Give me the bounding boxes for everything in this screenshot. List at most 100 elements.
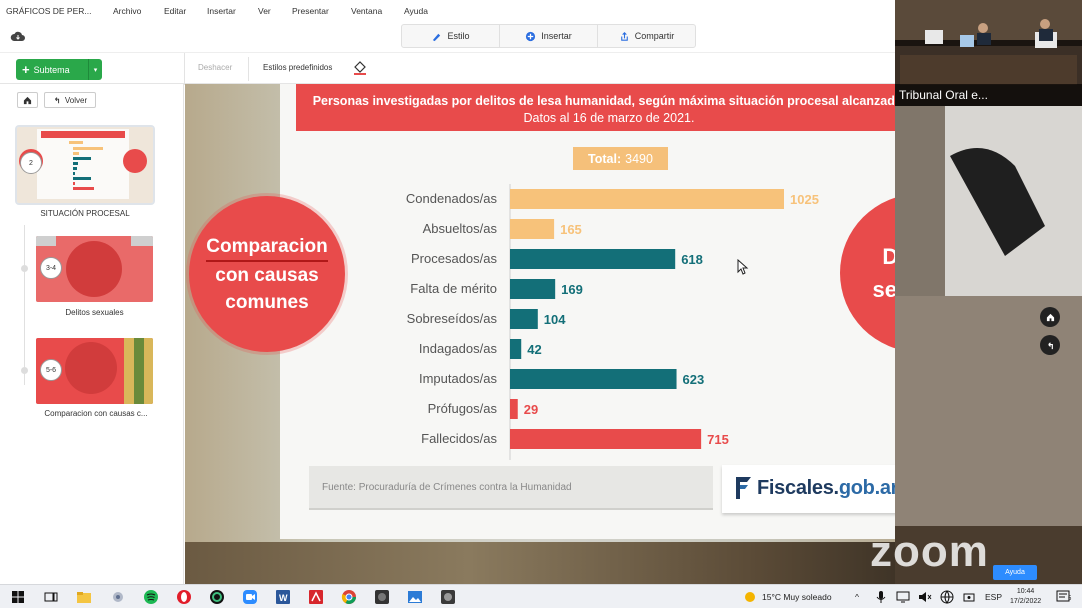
- value-label: 169: [561, 282, 583, 297]
- chevron-down-icon[interactable]: ▾: [88, 59, 102, 80]
- category-label: Absueltos/as: [423, 221, 498, 236]
- category-label: Indagados/as: [419, 341, 498, 356]
- slide-label: SITUACIÓN PROCESAL: [40, 209, 130, 218]
- fiscales-logo: Fiscales.gob.ar: [722, 465, 895, 513]
- category-label: Sobreseídos/as: [407, 311, 498, 326]
- notifications-icon[interactable]: [1055, 589, 1071, 605]
- plus-icon: +: [22, 62, 30, 77]
- total-badge: Total: 3490: [573, 147, 668, 170]
- clock-date: 17/2/2022: [1010, 598, 1042, 605]
- slide-number: 5-6: [40, 359, 62, 381]
- circle-line-3: comunes: [225, 291, 309, 313]
- windows-start-icon[interactable]: [10, 589, 26, 605]
- network-icon[interactable]: [961, 589, 977, 605]
- category-label: Condenados/as: [406, 191, 498, 206]
- svg-text:W: W: [279, 593, 288, 603]
- app-circle-icon[interactable]: [209, 589, 225, 605]
- bar: [510, 369, 677, 389]
- task-view-icon[interactable]: [43, 589, 59, 605]
- canvas-background-bottom: [185, 542, 895, 584]
- menu-editar[interactable]: Editar: [164, 6, 187, 16]
- source-box: Fuente: Procuraduría de Crímenes contra …: [309, 466, 713, 510]
- logo-main: Fiscales.: [757, 477, 839, 499]
- document-title[interactable]: GRÁFICOS DE PER...: [6, 6, 92, 16]
- zoom-app-icon[interactable]: [242, 589, 258, 605]
- presentation-canvas[interactable]: Personas investigadas por delitos de les…: [185, 84, 895, 584]
- back-arrow-icon: [54, 97, 59, 104]
- help-button[interactable]: Ayuda: [993, 565, 1037, 580]
- circle-line-2: sexuales: [872, 277, 895, 302]
- circle-line-1: Comparacion: [206, 233, 328, 262]
- slide-label: Delitos sexuales: [65, 308, 124, 317]
- spotify-icon[interactable]: [143, 589, 159, 605]
- language-indicator[interactable]: ESP: [985, 592, 1003, 602]
- slide-number: 3-4: [40, 257, 62, 279]
- tree-dot: [21, 367, 28, 374]
- bar-chart: Condenados/as 1025 Absueltos/as 165 Procesad…: [406, 184, 819, 460]
- slide-preview: [36, 236, 153, 302]
- bar: [510, 189, 784, 209]
- windows-taskbar: W 15°C Muy soleado ^ ESP 10:44 17/2/2: [0, 584, 1082, 608]
- category-label: Imputados/as: [419, 371, 498, 386]
- add-subtopic-button[interactable]: + Subtema ▾: [16, 59, 102, 80]
- bar: [510, 219, 555, 239]
- menu-ventana[interactable]: Ventana: [351, 6, 383, 16]
- bar: [510, 429, 702, 449]
- menu-archivo[interactable]: Archivo: [113, 6, 142, 16]
- home-button[interactable]: [17, 92, 38, 108]
- menu-insertar[interactable]: Insertar: [207, 6, 236, 16]
- microphone-icon[interactable]: [873, 589, 889, 605]
- source-text: Fuente: Procuraduría de Crímenes contra …: [322, 482, 572, 493]
- value-label: 623: [683, 372, 705, 387]
- weather-text[interactable]: 15°C Muy soleado: [762, 592, 832, 602]
- value-label: 1025: [790, 192, 819, 207]
- notification-count: 5: [1068, 596, 1072, 602]
- back-arrow-icon: [1047, 341, 1053, 349]
- file-explorer-icon[interactable]: [76, 589, 92, 605]
- menu-ayuda[interactable]: Ayuda: [404, 6, 428, 16]
- undo-button[interactable]: Deshacer: [198, 63, 233, 72]
- back-nav-button[interactable]: [1040, 335, 1060, 355]
- secondary-toolbar: + Subtema ▾ Deshacer Estilos predefinido…: [0, 52, 895, 85]
- value-label: 618: [681, 252, 703, 267]
- plus-circle-icon: [526, 31, 536, 41]
- home-nav-button[interactable]: [1040, 307, 1060, 327]
- circle-line-1: Delitos: [882, 244, 895, 269]
- chrome-icon[interactable]: [341, 589, 357, 605]
- bar: [510, 399, 518, 419]
- predefined-styles-button[interactable]: Estilos predefinidos: [263, 63, 333, 72]
- home-icon: [23, 96, 32, 104]
- weather-sun-icon[interactable]: [742, 589, 758, 605]
- menu-ver[interactable]: Ver: [258, 6, 271, 16]
- divider: [184, 53, 185, 85]
- style-button[interactable]: Estilo: [402, 25, 500, 47]
- globe-icon[interactable]: [939, 589, 955, 605]
- chevron-up-icon[interactable]: ^: [855, 592, 859, 602]
- toolbar: Estilo Insertar Compartir: [0, 22, 895, 52]
- value-label: 29: [524, 402, 538, 417]
- photos-icon[interactable]: [407, 589, 423, 605]
- acrobat-icon[interactable]: [308, 589, 324, 605]
- opera-icon[interactable]: [176, 589, 192, 605]
- insert-button[interactable]: Insertar: [500, 25, 598, 47]
- menu-presentar[interactable]: Presentar: [292, 6, 329, 16]
- paint-bucket-icon[interactable]: [353, 60, 367, 76]
- bug-icon[interactable]: [110, 589, 126, 605]
- value-label: 715: [707, 432, 729, 447]
- app-dark-icon[interactable]: [374, 589, 390, 605]
- back-button[interactable]: Volver: [44, 92, 96, 108]
- word-icon[interactable]: W: [275, 589, 291, 605]
- volume-icon[interactable]: [917, 589, 933, 605]
- zoom-video-thumbnail[interactable]: Tribunal Oral e...: [895, 0, 1082, 106]
- slide: Personas investigadas por delitos de les…: [280, 84, 895, 539]
- slide-title-main: Personas investigadas por delitos de les…: [312, 94, 895, 108]
- clock[interactable]: 10:44 17/2/2022: [1010, 587, 1041, 607]
- app-gray-icon[interactable]: [440, 589, 456, 605]
- slide-title: Personas investigadas por delitos de les…: [296, 84, 895, 131]
- cloud-sync-icon[interactable]: [10, 30, 26, 42]
- subtopic-label: Subtema: [33, 64, 70, 75]
- bar: [510, 309, 538, 329]
- comparison-circle-button[interactable]: Comparacion con causas comunes: [189, 196, 345, 352]
- share-button[interactable]: Compartir: [598, 25, 695, 47]
- display-icon[interactable]: [895, 589, 911, 605]
